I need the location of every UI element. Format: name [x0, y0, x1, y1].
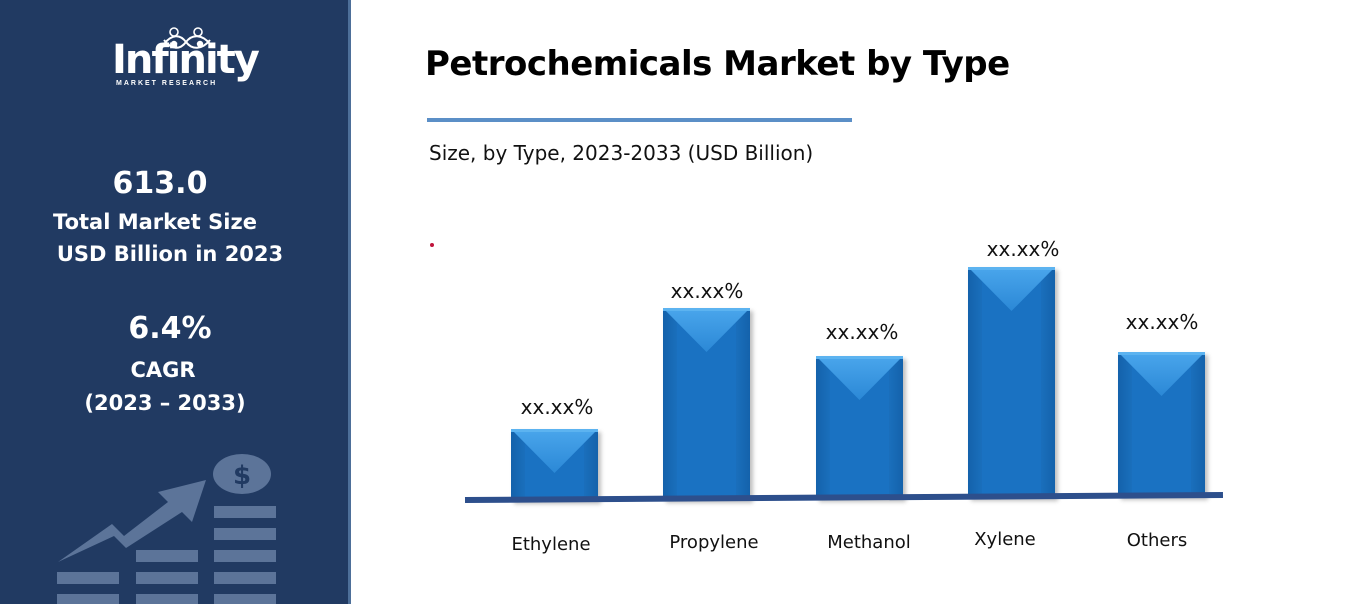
market-size-unit-label: USD Billion in 2023: [56, 242, 284, 266]
cagr-value: 6.4%: [128, 311, 212, 346]
company-logo: Infinity MARKET RESEARCH: [108, 26, 260, 92]
bar-propylene: [663, 308, 750, 500]
bar-ethylene: [511, 429, 598, 501]
infinity-logo-icon: [163, 27, 211, 49]
sidebar: Infinity MARKET RESEARCH 613.0 Total Mar…: [0, 0, 348, 604]
category-label-ethylene: Ethylene: [511, 534, 591, 555]
market-size-label: Total Market Size: [53, 210, 257, 234]
chart-subtitle: Size, by Type, 2023-2033 (USD Billion): [429, 141, 814, 165]
bar-xylene: [968, 267, 1055, 498]
svg-text:$: $: [233, 461, 251, 491]
cagr-label: CAGR: [130, 358, 196, 382]
growth-chart-dollar-icon: $: [57, 454, 276, 604]
market-size-value: 613.0: [112, 166, 208, 201]
bar-data-label-ethylene: xx.xx%: [520, 395, 594, 419]
bar-data-label-methanol: xx.xx%: [825, 320, 899, 344]
logo-wordmark: Infinity: [112, 37, 260, 83]
bar-data-label-others: xx.xx%: [1125, 310, 1199, 334]
category-label-xylene: Xylene: [974, 529, 1036, 550]
sidebar-divider: [348, 0, 351, 604]
bar-others: [1118, 352, 1205, 497]
stray-marker-dot: [430, 243, 434, 247]
category-label-propylene: Propylene: [669, 532, 759, 553]
category-label-methanol: Methanol: [827, 532, 911, 553]
logo-tagline: MARKET RESEARCH: [116, 80, 218, 87]
title-underline: [427, 118, 852, 122]
category-label-others: Others: [1126, 530, 1188, 551]
chart-title: Petrochemicals Market by Type: [425, 44, 1010, 84]
bar-data-label-xylene: xx.xx%: [986, 237, 1060, 261]
bar-data-label-propylene: xx.xx%: [670, 279, 744, 303]
bar-methanol: [816, 356, 903, 499]
cagr-period: (2023 – 2033): [84, 391, 246, 415]
